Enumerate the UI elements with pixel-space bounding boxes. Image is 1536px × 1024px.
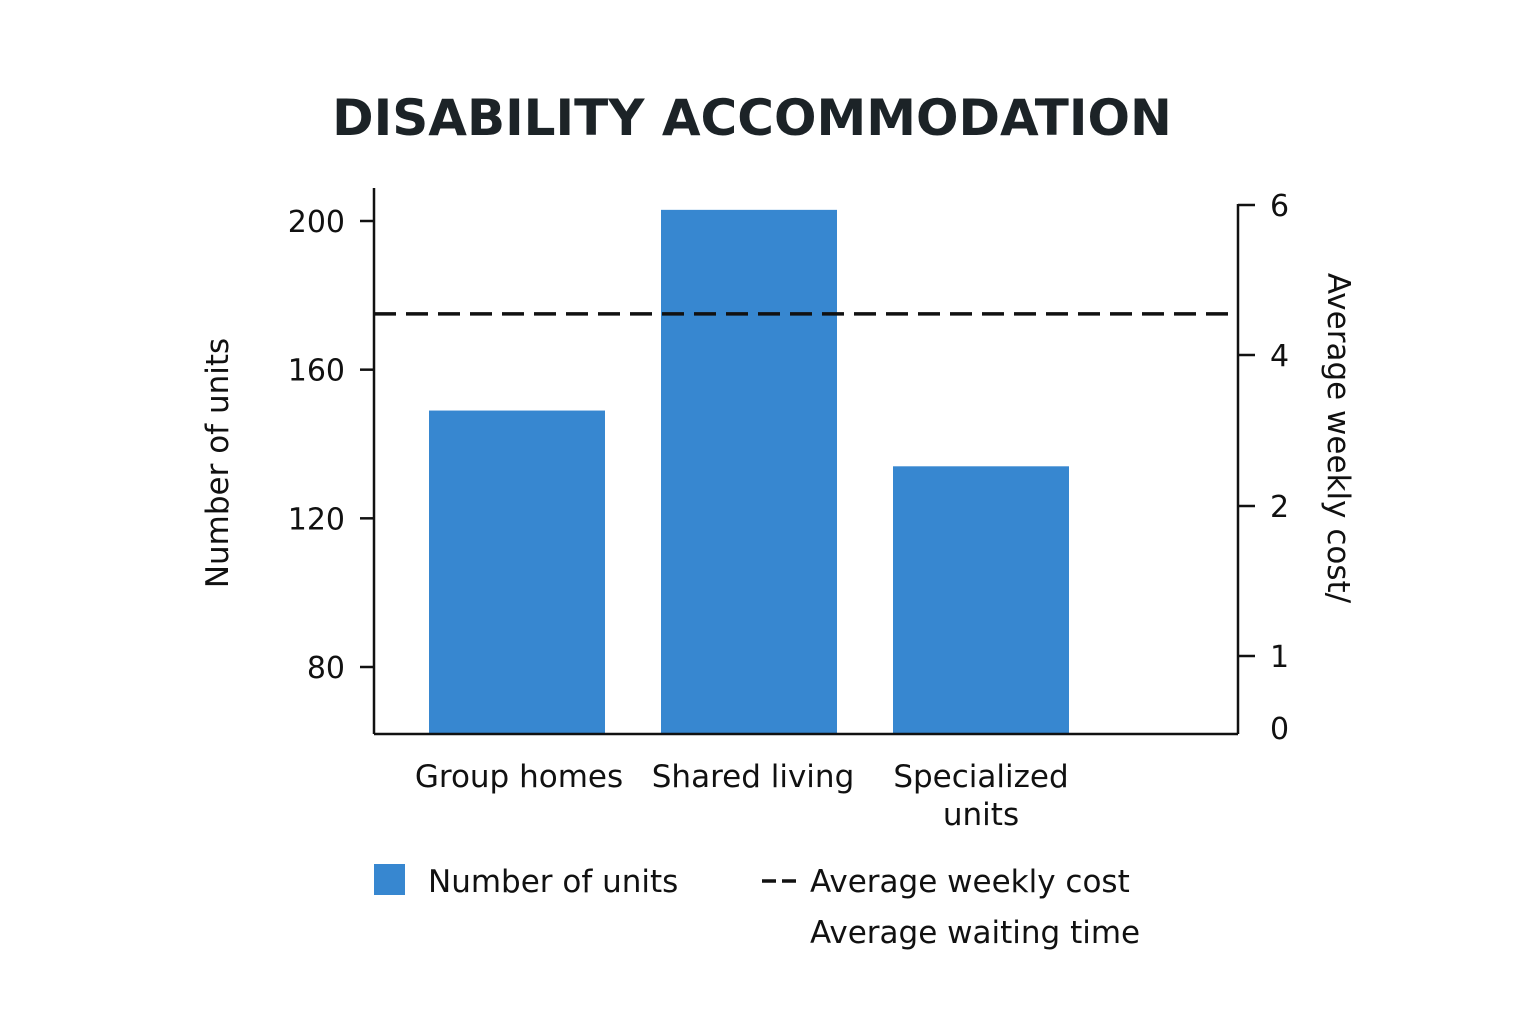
bars	[429, 209, 1069, 735]
category-label: Specialized	[893, 759, 1068, 795]
category-label: Group homes	[415, 759, 623, 795]
legend-swatch-number-of-units	[374, 864, 405, 895]
legend: Number of units Average weekly cost Averag…	[374, 864, 1140, 951]
left-tick-label: 200	[288, 205, 345, 240]
right-tick-label: 0	[1270, 712, 1289, 747]
legend-label-average-waiting-time: Average waiting time	[810, 915, 1140, 951]
right-tick-label: 1	[1270, 640, 1289, 675]
y2-axis-label: Average weekly cost/	[1320, 273, 1356, 604]
legend-label-number-of-units: Number of units	[428, 864, 678, 900]
category-label: units	[943, 797, 1019, 833]
left-y-ticks: 80 120 160 200	[288, 205, 374, 686]
left-tick-label: 80	[307, 651, 345, 686]
right-tick-label: 4	[1270, 339, 1289, 374]
chart-title: DISABILITY ACCOMMODATION	[332, 89, 1172, 147]
left-tick-label: 160	[288, 354, 345, 389]
right-tick-label: 6	[1270, 189, 1289, 224]
bar	[893, 466, 1069, 734]
bar	[429, 410, 605, 734]
bar	[661, 209, 837, 735]
right-tick-label: 2	[1270, 490, 1289, 525]
legend-label-average-weekly-cost: Average weekly cost	[810, 864, 1130, 900]
y-axis-label: Number of units	[200, 338, 236, 588]
right-y-ticks: 6 4 2 1 0	[1238, 189, 1289, 747]
category-label: Shared living	[652, 759, 855, 795]
left-tick-label: 120	[288, 502, 345, 537]
